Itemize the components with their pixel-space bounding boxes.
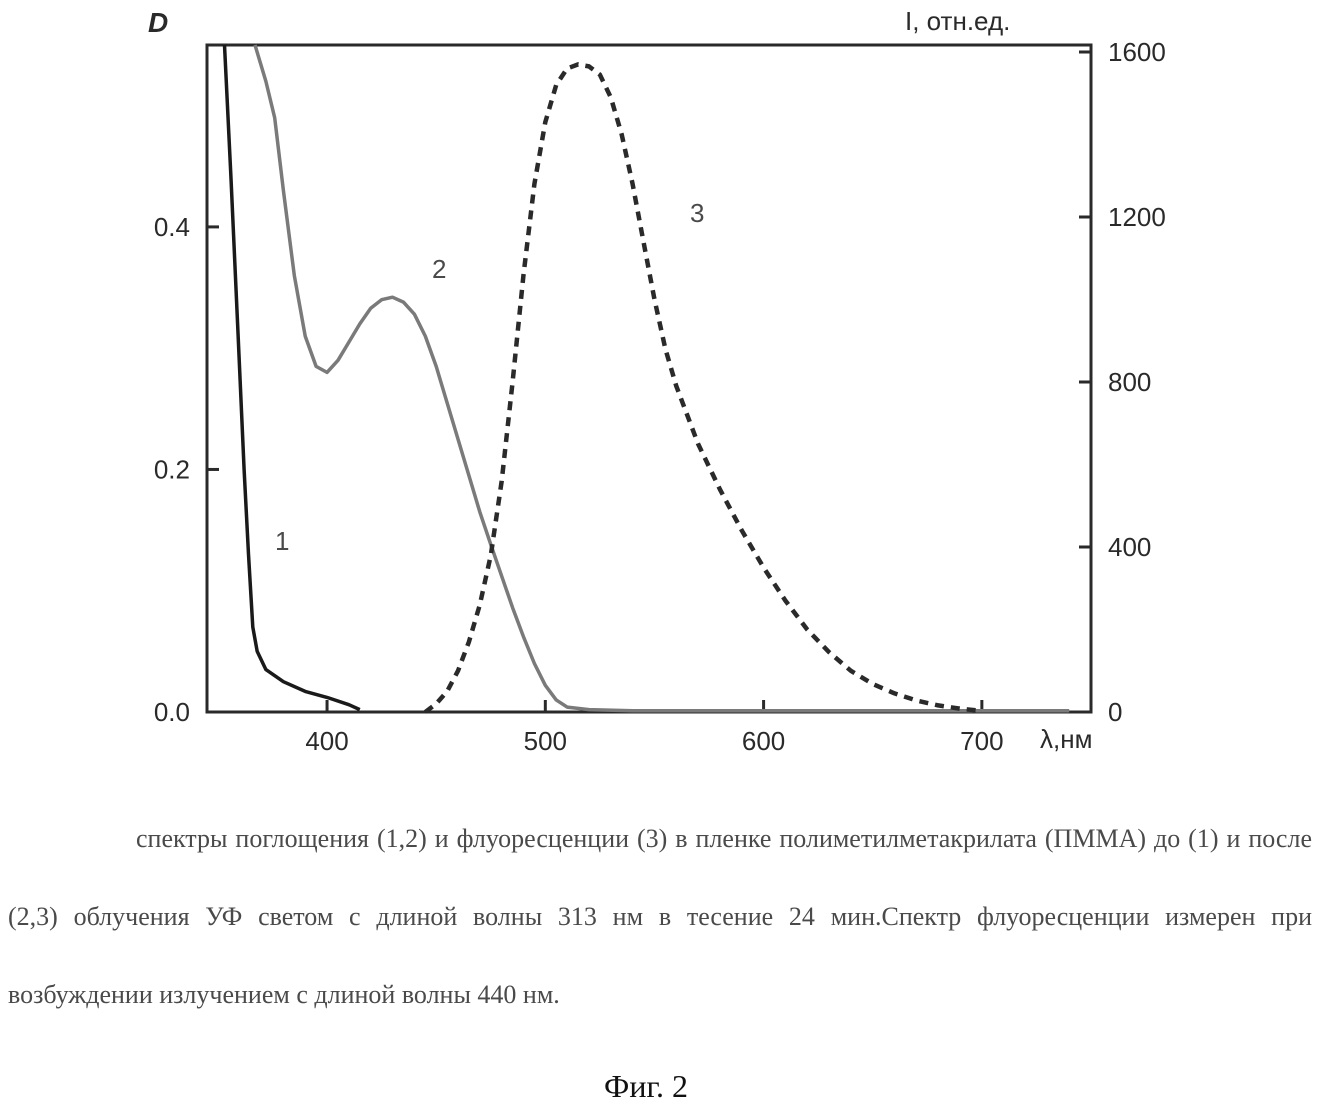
y-axis-left-label: D (148, 7, 168, 38)
y-right-tick-label: 1600 (1108, 37, 1166, 67)
x-tick-label: 600 (742, 726, 785, 756)
series-label-2: 2 (432, 254, 446, 284)
y-right-tick-label: 1200 (1108, 202, 1166, 232)
plot-frame (207, 45, 1091, 712)
figure-caption: спектры поглощения (1,2) и флуоресценции… (8, 800, 1312, 1034)
series-3-line (425, 64, 982, 712)
series-label-1: 1 (275, 526, 289, 556)
series-1-line (225, 45, 360, 710)
x-axis-label: λ,нм (1040, 724, 1092, 754)
y-right-tick-label: 400 (1108, 532, 1151, 562)
y-right-tick-label: 800 (1108, 367, 1151, 397)
series-2-line (255, 45, 1069, 711)
figure-label: Фиг. 2 (0, 1068, 1292, 1105)
y-axis-right-label: I, отн.ед. (905, 6, 1010, 36)
y-left-tick-label: 0.2 (154, 454, 190, 484)
y-right-tick-label: 0 (1108, 697, 1122, 727)
spectra-chart: D I, отн.ед. λ,нм 400 500 600 700 0.0 0.2 0.4 0… (0, 0, 1320, 790)
y-left-tick-label: 0.4 (154, 212, 190, 242)
series-label-3: 3 (690, 198, 704, 228)
y-left-tick-label: 0.0 (154, 697, 190, 727)
x-tick-label: 700 (960, 726, 1003, 756)
series-group (225, 45, 1070, 712)
axis-ticks: 400 500 600 700 0.0 0.2 0.4 0 400 800 1200 1600 (154, 37, 1166, 756)
x-tick-label: 500 (524, 726, 567, 756)
x-tick-label: 400 (305, 726, 348, 756)
